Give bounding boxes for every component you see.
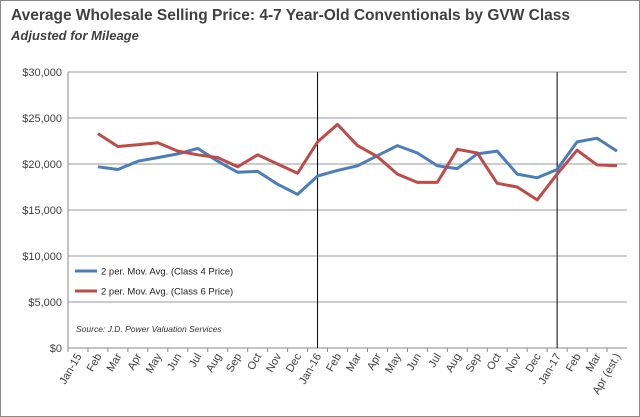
x-tick-label: Sep xyxy=(224,352,244,375)
y-tick-label: $10,000 xyxy=(22,251,62,263)
x-tick-label: May xyxy=(144,351,165,375)
x-tick-label: Feb xyxy=(564,352,584,374)
x-tick-label: Jan-15 xyxy=(57,352,84,387)
x-tick-label: Dec xyxy=(524,351,544,374)
x-tick-label: Mar xyxy=(584,351,604,374)
x-tick-label: Feb xyxy=(85,352,105,374)
x-tick-label: Mar xyxy=(105,351,125,374)
legend-label: 2 per. Mov. Avg. (Class 4 Price) xyxy=(101,267,233,278)
x-tick-label: Nov xyxy=(264,351,284,374)
x-tick-label: Dec xyxy=(284,351,304,374)
legend-label: 2 per. Mov. Avg. (Class 6 Price) xyxy=(101,287,233,298)
y-tick-label: $25,000 xyxy=(22,113,62,125)
x-tick-label: Oct xyxy=(245,352,264,373)
source-note: Source: J.D. Power Valuation Services xyxy=(76,324,222,334)
y-tick-label: $0 xyxy=(50,343,62,355)
x-tick-label: Jun xyxy=(405,352,424,373)
x-tick-label: Feb xyxy=(324,352,344,374)
x-tick-label: May xyxy=(383,351,404,375)
x-tick-label: Jul xyxy=(427,352,444,370)
x-tick-label: Jun xyxy=(165,352,184,373)
x-tick-label: Apr xyxy=(365,351,384,372)
x-tick-label: Sep xyxy=(464,352,484,375)
y-tick-label: $15,000 xyxy=(22,205,62,217)
x-tick-label: Jul xyxy=(187,352,204,370)
x-tick-label: Aug xyxy=(204,352,224,375)
x-tick-label: Oct xyxy=(485,352,504,373)
y-tick-label: $20,000 xyxy=(22,159,62,171)
x-tick-label: Apr xyxy=(126,351,145,372)
series-line-2 xyxy=(97,122,618,202)
x-tick-label: Nov xyxy=(504,351,524,374)
y-tick-label: $5,000 xyxy=(28,297,62,309)
chart-title: Average Wholesale Selling Price: 4-7 Yea… xyxy=(11,7,571,24)
x-tick-label: Mar xyxy=(344,351,364,374)
chart-subtitle: Adjusted for Mileage xyxy=(11,28,139,43)
y-tick-label: $30,000 xyxy=(22,67,62,79)
x-tick-label: Aug xyxy=(444,352,464,375)
